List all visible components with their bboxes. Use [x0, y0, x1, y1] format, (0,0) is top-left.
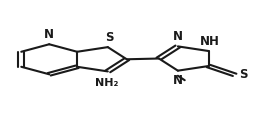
Text: NH: NH	[200, 35, 220, 48]
Text: S: S	[105, 31, 113, 44]
Text: N: N	[44, 28, 54, 41]
Text: S: S	[240, 68, 248, 81]
Text: N: N	[173, 74, 183, 87]
Text: N: N	[173, 30, 183, 43]
Text: NH₂: NH₂	[95, 78, 118, 88]
